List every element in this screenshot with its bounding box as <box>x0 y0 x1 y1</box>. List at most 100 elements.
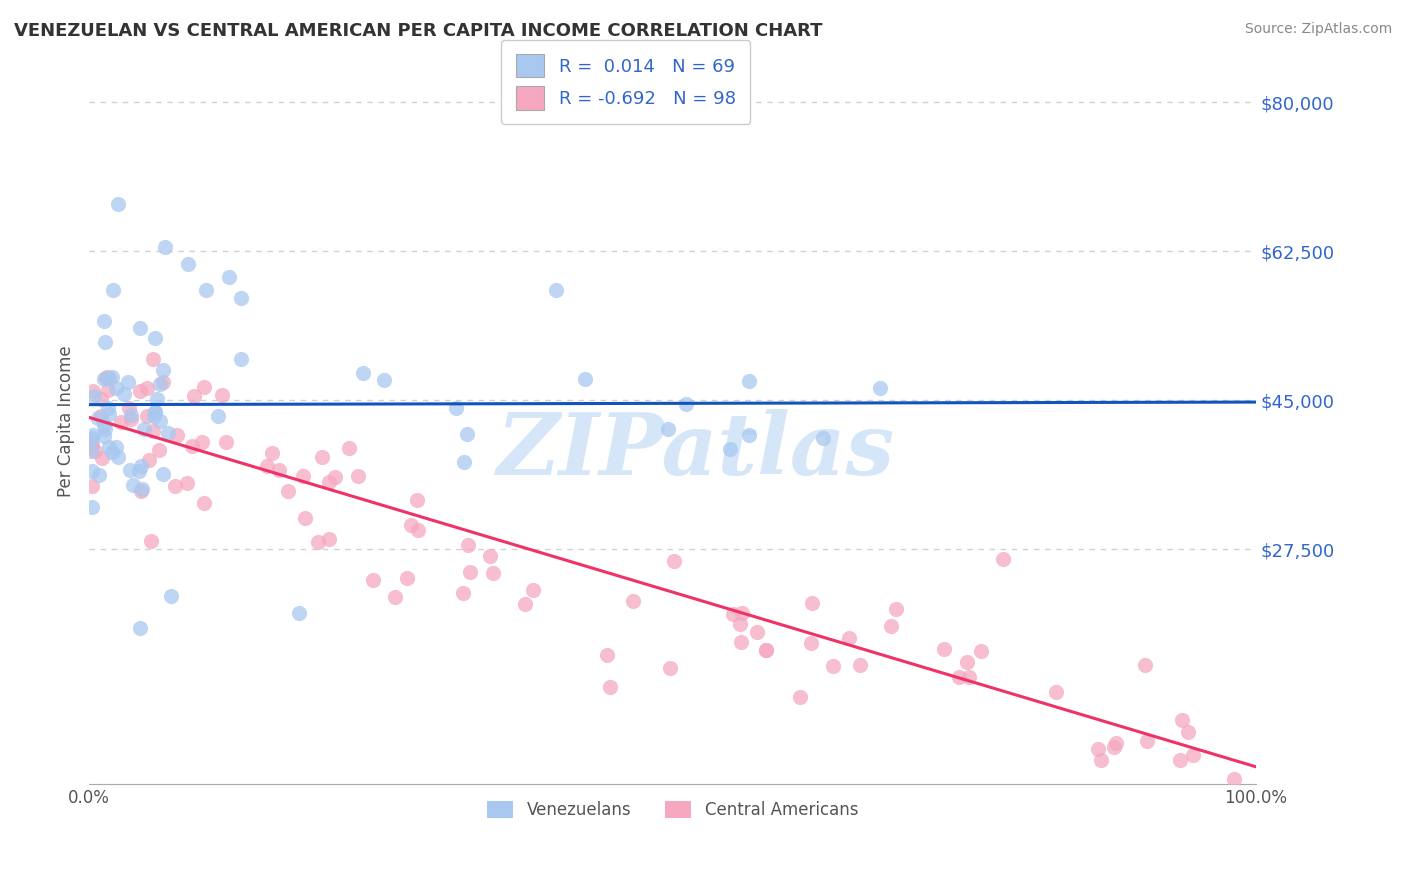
Point <box>231 351 253 366</box>
Point <box>277 483 299 498</box>
Point <box>153 240 176 254</box>
Point <box>457 538 479 552</box>
Point <box>869 381 891 395</box>
Point <box>789 690 811 704</box>
Point <box>87 467 110 482</box>
Point <box>101 283 124 297</box>
Point <box>191 434 214 449</box>
Point <box>811 431 834 445</box>
Point <box>82 464 104 478</box>
Point <box>120 409 142 423</box>
Point <box>93 372 115 386</box>
Point <box>90 409 112 423</box>
Point <box>458 565 481 579</box>
Point <box>291 468 314 483</box>
Point <box>138 453 160 467</box>
Point <box>143 331 166 345</box>
Point <box>149 414 172 428</box>
Point <box>97 440 120 454</box>
Point <box>136 381 159 395</box>
Point <box>136 409 159 423</box>
Point <box>101 369 124 384</box>
Point <box>93 422 115 436</box>
Point <box>363 573 385 587</box>
Point <box>152 375 174 389</box>
Point <box>104 441 127 455</box>
Point <box>1136 734 1159 748</box>
Point <box>98 407 121 421</box>
Point <box>352 366 374 380</box>
Point <box>152 362 174 376</box>
Point <box>80 479 103 493</box>
Point <box>522 582 544 597</box>
Point <box>444 401 467 416</box>
Point <box>970 644 993 658</box>
Point <box>218 269 240 284</box>
Point <box>718 442 741 456</box>
Point <box>728 617 751 632</box>
Point <box>956 655 979 669</box>
Point <box>659 661 682 675</box>
Point <box>747 625 769 640</box>
Point <box>738 428 761 442</box>
Point <box>194 283 217 297</box>
Point <box>848 658 870 673</box>
Point <box>256 458 278 473</box>
Point <box>128 621 150 635</box>
Point <box>1177 725 1199 739</box>
Point <box>143 405 166 419</box>
Point <box>1170 753 1192 767</box>
Point <box>675 397 697 411</box>
Point <box>93 314 115 328</box>
Text: VENEZUELAN VS CENTRAL AMERICAN PER CAPITA INCOME CORRELATION CHART: VENEZUELAN VS CENTRAL AMERICAN PER CAPIT… <box>14 22 823 40</box>
Point <box>1102 740 1125 755</box>
Point <box>1223 772 1246 787</box>
Point <box>129 483 152 498</box>
Point <box>84 443 107 458</box>
Point <box>90 451 112 466</box>
Y-axis label: Per Capita Income: Per Capita Income <box>58 346 75 498</box>
Point <box>755 643 778 657</box>
Point <box>118 463 141 477</box>
Point <box>755 643 778 657</box>
Legend: Venezuelans, Central Americans: Venezuelans, Central Americans <box>479 795 865 826</box>
Point <box>215 435 238 450</box>
Point <box>1135 658 1157 673</box>
Point <box>347 469 370 483</box>
Point <box>149 377 172 392</box>
Point <box>176 475 198 490</box>
Point <box>1045 685 1067 699</box>
Point <box>141 533 163 548</box>
Point <box>799 636 821 650</box>
Point <box>146 392 169 406</box>
Point <box>479 549 502 564</box>
Point <box>107 197 129 211</box>
Point <box>97 370 120 384</box>
Point <box>262 446 284 460</box>
Point <box>456 427 478 442</box>
Point <box>142 409 165 424</box>
Point <box>87 411 110 425</box>
Point <box>657 422 679 436</box>
Point <box>1182 747 1205 762</box>
Point <box>1090 754 1112 768</box>
Text: Source: ZipAtlas.com: Source: ZipAtlas.com <box>1244 22 1392 37</box>
Point <box>112 387 135 401</box>
Point <box>96 370 118 384</box>
Point <box>948 670 970 684</box>
Point <box>118 401 141 416</box>
Point <box>128 321 150 335</box>
Point <box>399 517 422 532</box>
Point <box>128 464 150 478</box>
Point <box>131 459 153 474</box>
Point <box>97 401 120 415</box>
Point <box>932 642 955 657</box>
Point <box>229 291 252 305</box>
Point <box>267 463 290 477</box>
Point <box>131 482 153 496</box>
Point <box>323 469 346 483</box>
Point <box>82 384 104 398</box>
Point <box>1105 736 1128 750</box>
Point <box>80 444 103 458</box>
Point <box>337 441 360 455</box>
